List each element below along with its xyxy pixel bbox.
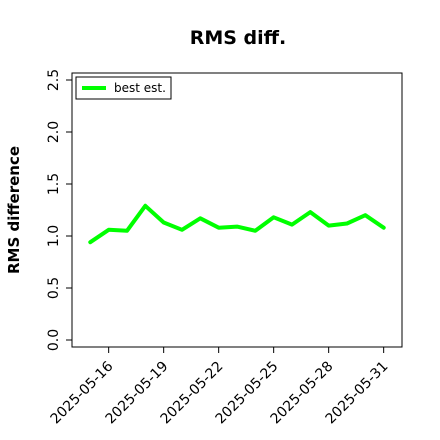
y-tick-label: 2.5 [46,69,62,91]
y-tick-label: 0.5 [46,277,62,299]
y-axis: 0.0 0.5 1.0 1.5 2.0 2.5 [46,69,72,351]
legend-label: best est. [114,81,166,95]
series-line [88,203,386,245]
legend: best est. [75,76,172,100]
y-tick-label: 1.5 [46,173,62,195]
plot-frame [71,72,403,348]
y-axis-label: RMS difference [5,146,23,274]
y-tick-label: 1.0 [46,225,62,247]
series-group [88,203,386,245]
x-axis: 2025-05-162025-05-192025-05-222025-05-25… [48,347,391,427]
y-tick-label: 0.0 [46,329,62,351]
chart-title: RMS diff. [190,27,287,49]
y-tick-label: 2.0 [46,121,62,143]
legend-box [75,76,172,100]
